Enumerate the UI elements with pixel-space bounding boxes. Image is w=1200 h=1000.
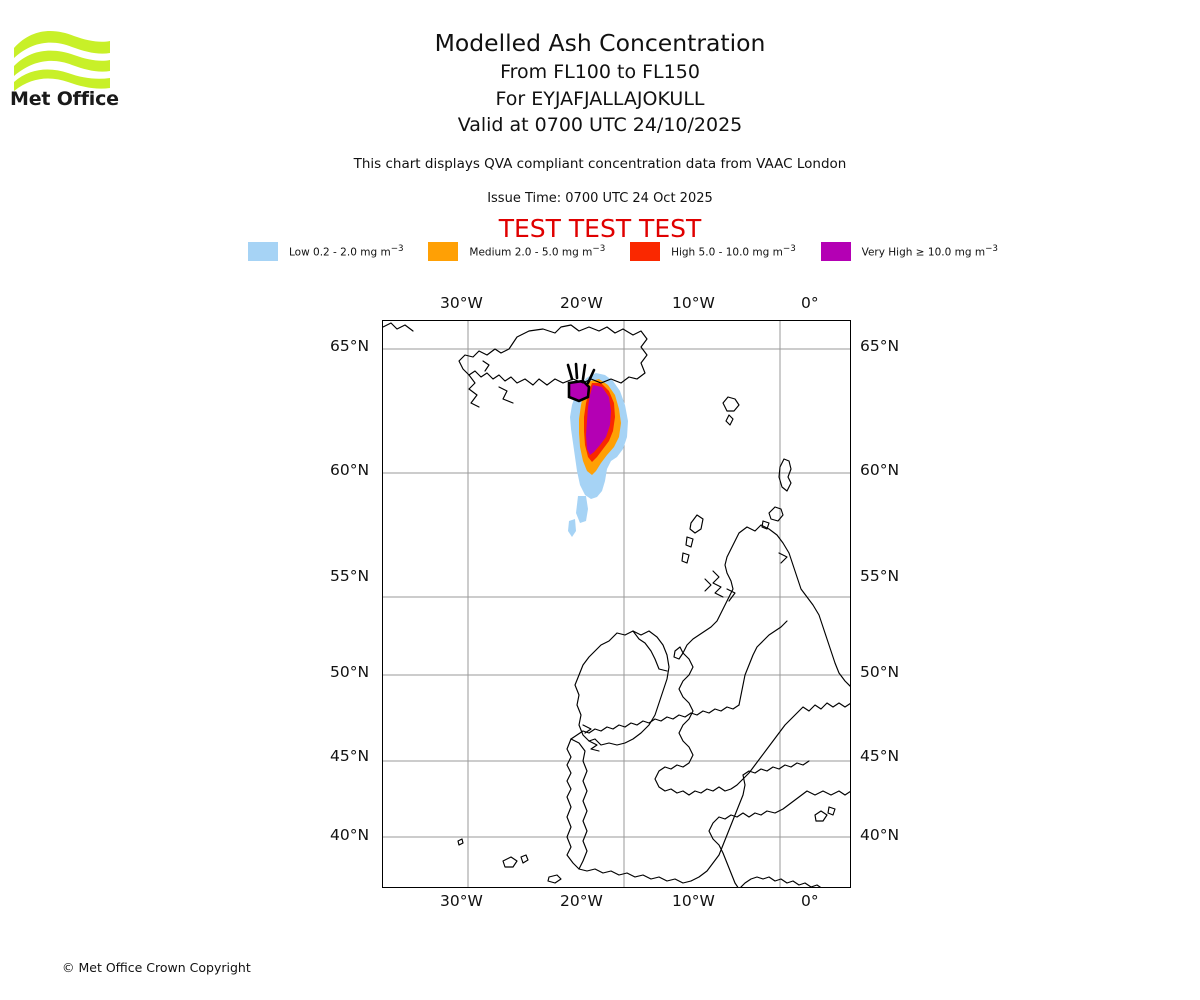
legend-item-low: Low 0.2 - 2.0 mg m−3 — [248, 241, 404, 261]
ytick-right-55: 55°N — [860, 567, 900, 585]
map-canvas — [383, 321, 850, 887]
legend-item-very-high: Very High ≥ 10.0 mg m−3 — [820, 241, 998, 261]
met-office-logo — [10, 22, 120, 112]
xtick-top-0: 30°W — [440, 294, 483, 312]
legend-item-high: High 5.0 - 10.0 mg m−3 — [630, 241, 796, 261]
legend-swatch-very-high — [820, 241, 851, 261]
ytick-right-45: 45°N — [860, 747, 900, 765]
ytick-left-60: 60°N — [330, 461, 370, 479]
xtick-top-2: 10°W — [672, 294, 715, 312]
issue-time: Issue Time: 0700 UTC 24 Oct 2025 — [487, 191, 713, 206]
ytick-right-50: 50°N — [860, 663, 900, 681]
legend-label-medium: Medium 2.0 - 5.0 mg m−3 — [469, 243, 606, 259]
ash-plume-very-high — [569, 381, 611, 455]
title-block: Modelled Ash Concentration From FL100 to… — [0, 28, 1200, 139]
legend-label-low: Low 0.2 - 2.0 mg m−3 — [289, 243, 404, 259]
valid-time: Valid at 0700 UTC 24/10/2025 — [457, 114, 743, 136]
ytick-left-50: 50°N — [330, 663, 370, 681]
chart-subnote: This chart displays QVA compliant concen… — [353, 156, 847, 172]
volcano-name: For EYJAFJALLAJOKULL — [495, 87, 705, 110]
legend-swatch-low — [248, 241, 278, 261]
flight-level-range: From FL100 to FL150 — [500, 61, 700, 83]
brand-name: Met Office — [10, 88, 119, 110]
ytick-left-55: 55°N — [330, 567, 370, 585]
ytick-left-45: 45°N — [330, 747, 370, 765]
legend-swatch-medium — [428, 241, 459, 261]
map-container — [382, 320, 851, 888]
xtick-bottom-1: 20°W — [560, 892, 603, 910]
legend-label-high: High 5.0 - 10.0 mg m−3 — [671, 243, 796, 259]
ytick-right-65: 65°N — [860, 337, 900, 355]
legend-label-very-high: Very High ≥ 10.0 mg m−3 — [861, 243, 998, 259]
graticule-gridlines — [383, 321, 850, 887]
volcano-symbol — [566, 362, 596, 403]
map-plot-area — [382, 320, 851, 888]
met-office-wave-logo — [14, 31, 110, 91]
copyright-notice: © Met Office Crown Copyright — [62, 960, 251, 975]
page-title: Modelled Ash Concentration — [434, 29, 766, 57]
xtick-top-1: 20°W — [560, 294, 603, 312]
legend-swatch-high — [630, 241, 661, 261]
xtick-bottom-0: 30°W — [440, 892, 483, 910]
test-banner: TEST TEST TEST — [498, 214, 702, 243]
xtick-bottom-2: 10°W — [672, 892, 715, 910]
legend-item-medium: Medium 2.0 - 5.0 mg m−3 — [428, 241, 606, 261]
coastline-outlines — [383, 322, 850, 887]
ytick-left-65: 65°N — [330, 337, 370, 355]
ytick-left-40: 40°N — [330, 826, 370, 844]
ytick-right-60: 60°N — [860, 461, 900, 479]
ytick-right-40: 40°N — [860, 826, 900, 844]
xtick-bottom-3: 0° — [801, 892, 819, 910]
xtick-top-3: 0° — [801, 294, 819, 312]
concentration-legend: Low 0.2 - 2.0 mg m−3 Medium 2.0 - 5.0 mg… — [248, 240, 998, 262]
